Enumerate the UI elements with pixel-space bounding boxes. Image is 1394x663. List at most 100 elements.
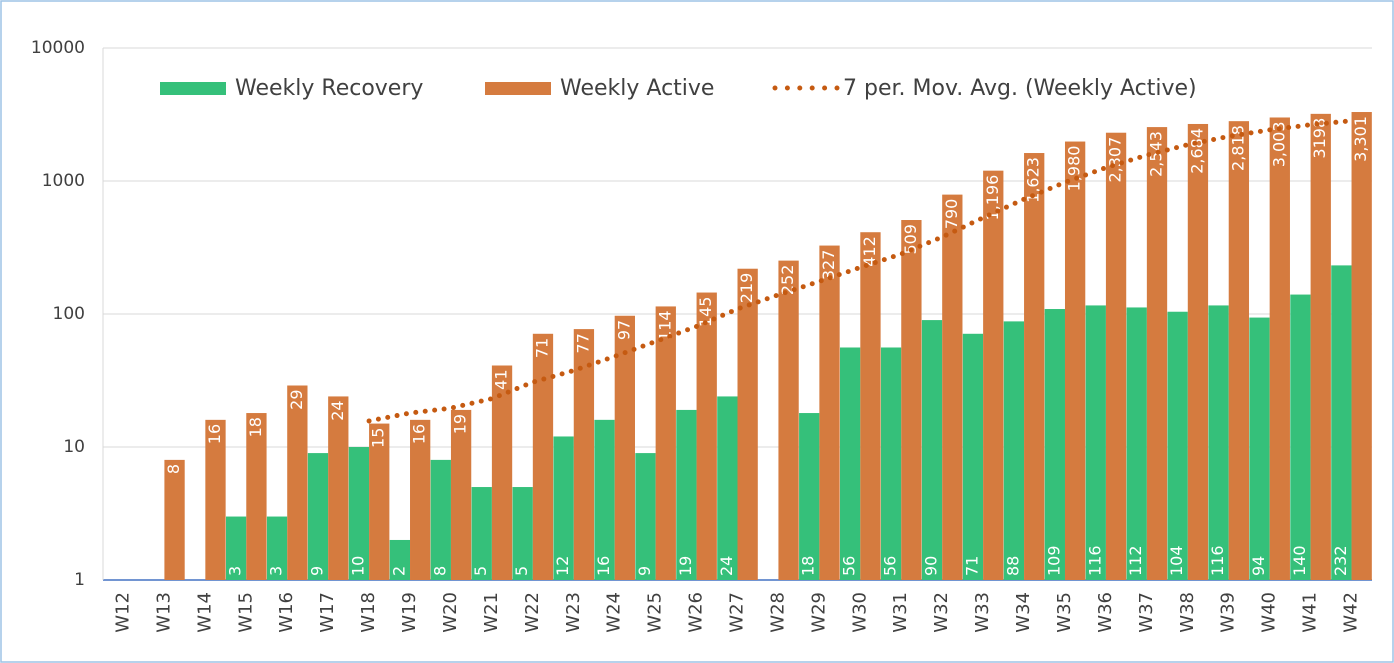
- data-label: 88: [1003, 556, 1022, 576]
- bar: [1167, 311, 1188, 580]
- x-tick-label: W32: [931, 592, 952, 633]
- bar: [348, 447, 370, 580]
- data-label: 145: [696, 297, 715, 328]
- data-label: 509: [901, 224, 920, 255]
- x-tick-label: W21: [481, 592, 502, 633]
- x-tick-label: W19: [399, 592, 420, 633]
- bar: [328, 396, 349, 580]
- data-label: 16: [205, 424, 224, 444]
- bar: [573, 329, 595, 580]
- bar: [1085, 305, 1106, 580]
- data-label: 9: [307, 566, 326, 576]
- data-label: 24: [328, 400, 347, 420]
- bar: [491, 365, 513, 580]
- data-label: 19: [451, 414, 470, 434]
- data-label: 140: [1290, 545, 1309, 576]
- x-tick-label: W42: [1341, 592, 1362, 633]
- data-label: 252: [778, 265, 797, 296]
- data-label: 10: [348, 556, 367, 576]
- bar: [1064, 141, 1086, 581]
- x-tick-label: W41: [1300, 592, 1321, 633]
- data-label: 16: [594, 556, 613, 576]
- bar: [655, 306, 676, 580]
- bar: [1208, 305, 1229, 580]
- y-tick-label: 10000: [31, 38, 85, 58]
- bar: [901, 220, 922, 580]
- x-tick-label: W35: [1054, 592, 1075, 633]
- data-label: 112: [1126, 545, 1145, 576]
- bar: [860, 232, 881, 580]
- moving-average-line: [366, 118, 1355, 424]
- bar: [450, 409, 472, 580]
- data-label: 219: [737, 273, 756, 304]
- data-label: 412: [860, 236, 879, 267]
- data-label: 232: [1331, 545, 1350, 576]
- bar: [266, 516, 288, 580]
- data-label: 12: [553, 556, 572, 576]
- bar: [1310, 113, 1331, 580]
- bar: [921, 320, 943, 580]
- x-tick-label: W26: [686, 592, 707, 633]
- data-label: 2,307: [1106, 137, 1125, 183]
- data-label: 15: [369, 428, 388, 448]
- bar: [1290, 294, 1311, 580]
- x-tick-label: W16: [276, 592, 297, 633]
- bar: [164, 459, 185, 580]
- y-tick-label: 10: [63, 437, 85, 457]
- legend-swatch: [485, 82, 551, 95]
- bar: [369, 423, 390, 580]
- bar: [1331, 265, 1352, 580]
- bar: [778, 260, 799, 580]
- x-tick-label: W39: [1218, 592, 1239, 633]
- data-label: 71: [962, 556, 981, 576]
- bar: [1105, 132, 1127, 581]
- x-tick-label: W24: [604, 592, 625, 633]
- bar: [532, 333, 554, 580]
- data-label: 2: [389, 566, 408, 576]
- data-label: 56: [840, 556, 859, 576]
- x-tick-label: W14: [194, 592, 215, 633]
- data-label: 109: [1044, 545, 1063, 576]
- data-label: 2,684: [1187, 128, 1206, 174]
- bar: [1024, 153, 1045, 580]
- bar: [553, 436, 574, 580]
- x-tick-label: W34: [1013, 592, 1034, 633]
- bar: [840, 347, 861, 580]
- bar: [942, 194, 963, 580]
- legend-label: 7 per. Mov. Avg. (Weekly Active): [843, 76, 1197, 101]
- data-label: 104: [1167, 545, 1186, 576]
- x-tick-label: W28: [767, 592, 788, 633]
- x-tick-label: W25: [645, 592, 666, 633]
- bar: [676, 409, 697, 580]
- data-label: 94: [1249, 556, 1268, 576]
- bar: [717, 396, 738, 580]
- bar: [225, 516, 247, 580]
- bar: [1146, 127, 1168, 581]
- data-label: 90: [922, 556, 941, 576]
- bar: [1351, 112, 1372, 580]
- data-label: 41: [492, 369, 511, 389]
- data-label: 71: [532, 338, 551, 358]
- bar: [1044, 309, 1065, 580]
- x-tick-label: W30: [849, 592, 870, 633]
- data-label: 97: [614, 320, 633, 340]
- bar: [614, 315, 635, 580]
- bar: [962, 333, 984, 580]
- data-label: 24: [717, 556, 736, 576]
- bar: [307, 453, 329, 580]
- x-tick-label: W23: [563, 592, 584, 633]
- bar: [246, 413, 267, 580]
- bar: [1228, 121, 1250, 581]
- bar: [430, 459, 451, 580]
- data-label: 3,003: [1269, 121, 1288, 167]
- data-label: 114: [655, 310, 674, 341]
- bar: [1249, 317, 1270, 580]
- data-label: 1,980: [1065, 146, 1084, 192]
- data-label: 9: [635, 566, 654, 576]
- data-label: 2,818: [1228, 125, 1247, 171]
- x-tick-label: W13: [153, 592, 174, 633]
- data-label: 18: [799, 556, 818, 576]
- bar: [819, 245, 840, 580]
- x-tick-label: W40: [1259, 592, 1280, 633]
- bar: [1187, 123, 1209, 580]
